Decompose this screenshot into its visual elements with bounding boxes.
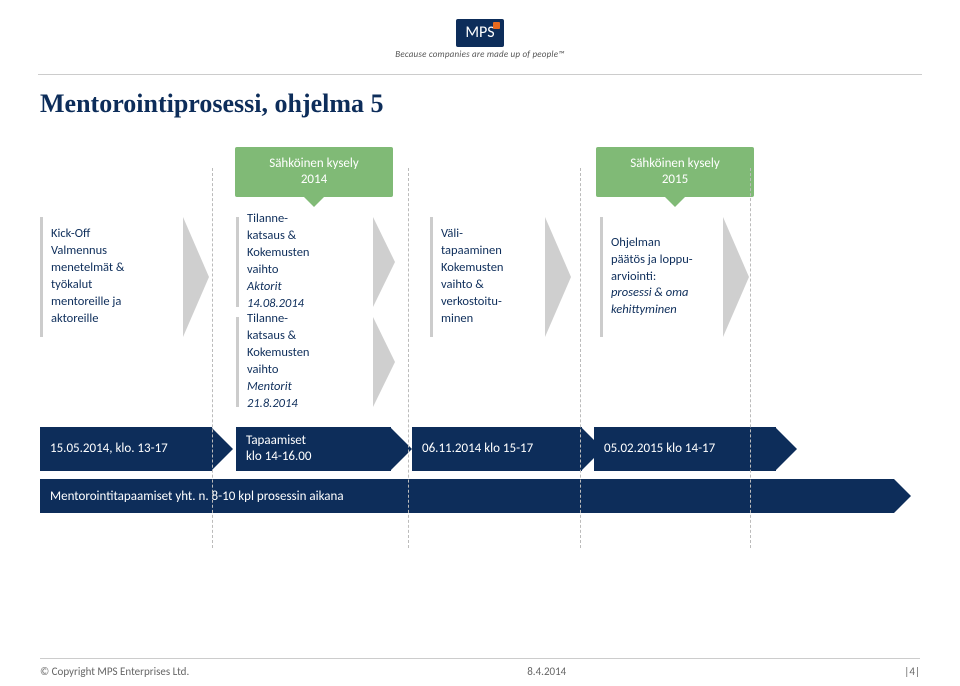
phase-text-italic: Mentorit <box>247 379 364 396</box>
date-arrow: 15.05.2014, klo. 13-17 <box>40 427 212 471</box>
footer-page-number: |4| <box>904 665 920 678</box>
slide-content: Mentorointiprosessi, ohjelma 5 Sähköinen… <box>0 89 960 513</box>
footer-copyright: © Copyright MPS Enterprises Ltd. <box>40 665 189 678</box>
phase-text-line: menetelmät & <box>51 260 174 277</box>
phase-text-line: työkalut <box>51 277 174 294</box>
page-header: MPS Because companies are made up of peo… <box>0 0 960 70</box>
date-arrow: 06.11.2014 klo 15-17 <box>412 427 582 471</box>
page-title: Mentorointiprosessi, ohjelma 5 <box>40 89 920 119</box>
phase-text-line: Kokemusten <box>247 345 364 362</box>
survey-tag: Sähköinen kysely2014 <box>235 147 393 197</box>
header-divider <box>38 74 921 75</box>
date-arrow-line: Tapaamiset <box>246 433 391 449</box>
phase-text-line: katsaus & <box>247 228 364 245</box>
phase-text-line: Kick-Off <box>51 226 174 243</box>
phase-text-italic: 14.08.2014 <box>247 296 364 313</box>
survey-tag: Sähköinen kysely2015 <box>596 147 754 197</box>
page-footer: © Copyright MPS Enterprises Ltd. 8.4.201… <box>40 658 920 678</box>
meetings-arrow-bar: Mentorointitapaamiset yht. n. 8-10 kpl p… <box>40 479 920 513</box>
phase-box: Väli-tapaaminenKokemustenvaihto &verkost… <box>430 217 570 337</box>
phase-text-line: katsaus & <box>247 328 364 345</box>
survey-tag-line1: Sähköinen kysely <box>630 156 720 172</box>
date-arrow-line: 15.05.2014, klo. 13-17 <box>50 441 212 457</box>
phase-text-italic: prosessi & oma <box>611 285 714 302</box>
survey-tag-line2: 2015 <box>662 172 688 188</box>
phase-text-line: Tilanne- <box>247 211 364 228</box>
phase-text-line: päätös ja loppu- <box>611 252 714 269</box>
date-arrow-line: 06.11.2014 klo 15-17 <box>422 441 582 457</box>
phase-text-line: aktoreille <box>51 311 174 328</box>
phase-text-line: vaihto <box>247 362 364 379</box>
date-arrow-line: 05.02.2015 klo 14-17 <box>604 441 776 457</box>
phases-row: Kick-OffValmennusmenetelmät &työkalutmen… <box>40 217 920 417</box>
phase-text-line: Kokemusten <box>247 245 364 262</box>
phase-text-line: vaihto <box>247 262 364 279</box>
phase-text-line: Ohjelman <box>611 235 714 252</box>
dates-arrow-bar: 15.05.2014, klo. 13-17 Tapaamisetklo 14-1… <box>40 427 920 471</box>
date-arrow: 05.02.2015 klo 14-17 <box>594 427 776 471</box>
survey-tag-line2: 2014 <box>301 172 327 188</box>
phase-text-italic: 21.8.2014 <box>247 396 364 413</box>
date-arrow-line: klo 14-16.00 <box>246 449 391 465</box>
meetings-arrow: Mentorointitapaamiset yht. n. 8-10 kpl p… <box>40 479 894 513</box>
survey-tags-row: Sähköinen kysely2014Sähköinen kysely2015 <box>40 147 920 209</box>
phase-box: Kick-OffValmennusmenetelmät &työkalutmen… <box>40 217 208 337</box>
date-arrow: Tapaamisetklo 14-16.00 <box>236 427 391 471</box>
phase-stack: Tilanne-katsaus &KokemustenvaihtoAktorit… <box>236 217 394 407</box>
footer-date: 8.4.2014 <box>527 665 566 678</box>
phase-text-line: arviointi: <box>611 269 714 286</box>
phase-text-line: Väli- <box>441 226 536 243</box>
phase-text-line: vaihto & <box>441 277 536 294</box>
phase-text-line: minen <box>441 311 536 328</box>
survey-tag-line1: Sähköinen kysely <box>269 156 359 172</box>
phase-text-line: Valmennus <box>51 243 174 260</box>
logo-mark: MPS <box>456 19 504 47</box>
phase-text-line: tapaaminen <box>441 243 536 260</box>
phase-text-italic: Aktorit <box>247 279 364 296</box>
logo-tagline: Because companies are made up of people™ <box>395 49 564 60</box>
logo-text: MPS <box>465 23 494 42</box>
phase-box: Ohjelmanpäätös ja loppu-arviointi:proses… <box>600 217 748 337</box>
phase-subbox: Tilanne-katsaus &KokemustenvaihtoAktorit… <box>236 217 394 307</box>
phase-subbox: Tilanne-katsaus &KokemustenvaihtoMentori… <box>236 317 394 407</box>
phase-text-line: Kokemusten <box>441 260 536 277</box>
phase-text-italic: kehittyminen <box>611 302 714 319</box>
phase-text-line: verkostoitu- <box>441 294 536 311</box>
meetings-arrow-text: Mentorointitapaamiset yht. n. 8-10 kpl p… <box>50 489 344 504</box>
phase-text-line: mentoreille ja <box>51 294 174 311</box>
phase-text-line: Tilanne- <box>247 311 364 328</box>
